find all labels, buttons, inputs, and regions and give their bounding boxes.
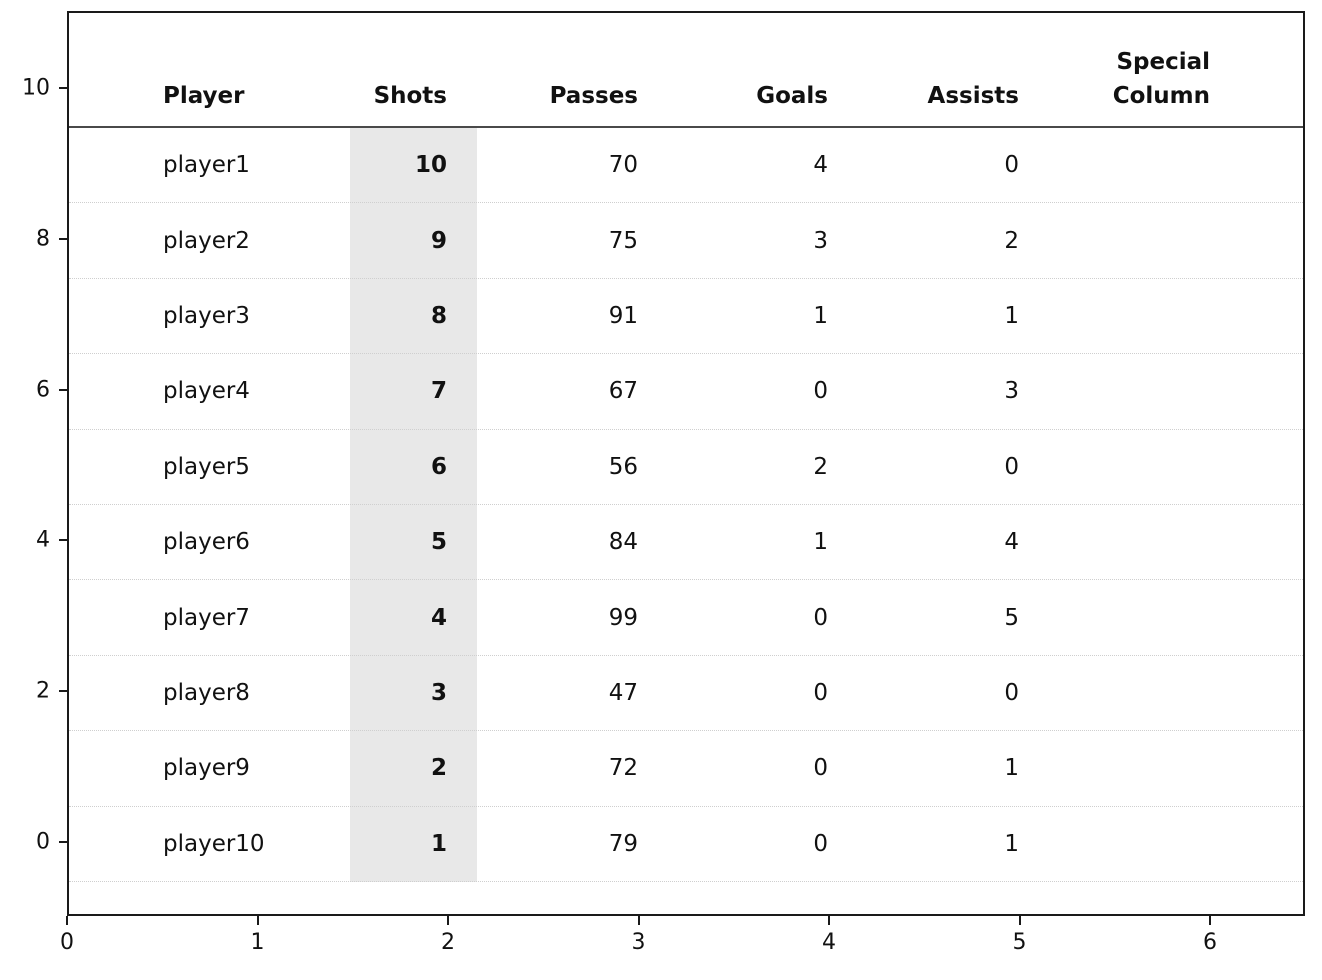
cell-goals: 0 <box>813 830 828 857</box>
cell-player: player1 <box>163 152 250 179</box>
x-tick-label: 1 <box>250 930 265 955</box>
table-row: player4 7 67 0 3 <box>69 354 1303 430</box>
header-goals: Goals <box>756 83 828 109</box>
cell-shots: 3 <box>430 679 447 706</box>
cell-goals: 0 <box>813 679 828 706</box>
cell-passes: 70 <box>608 152 638 179</box>
table-row: player2 9 75 3 2 <box>69 203 1303 279</box>
cell-goals: 1 <box>813 529 828 556</box>
header-special-column: Special Column <box>1110 45 1210 113</box>
table-row: player8 3 47 0 0 <box>69 656 1303 732</box>
cell-passes: 47 <box>608 679 638 706</box>
cell-passes: 79 <box>608 830 638 857</box>
x-tick-mark <box>447 916 449 925</box>
y-tick-mark <box>59 87 67 89</box>
cell-shots: 2 <box>430 755 447 782</box>
table-header-row: Player Shots Passes Goals Assists Specia… <box>69 13 1303 128</box>
table-rows: player1 10 70 4 0 player2 9 75 3 2 playe… <box>69 128 1303 882</box>
cell-assists: 3 <box>1004 378 1019 405</box>
x-tick-label: 5 <box>1012 930 1027 955</box>
cell-goals: 0 <box>813 604 828 631</box>
cell-passes: 75 <box>608 227 638 254</box>
x-tick-mark <box>66 916 68 925</box>
cell-assists: 0 <box>1004 453 1019 480</box>
cell-player: player8 <box>163 679 250 706</box>
cell-goals: 2 <box>813 453 828 480</box>
cell-player: player4 <box>163 378 250 405</box>
cell-shots: 4 <box>430 604 447 631</box>
cell-goals: 0 <box>813 755 828 782</box>
header-passes: Passes <box>549 83 638 109</box>
cell-player: player9 <box>163 755 250 782</box>
y-tick-mark <box>59 841 67 843</box>
table-row: player6 5 84 1 4 <box>69 505 1303 581</box>
cell-assists: 4 <box>1004 529 1019 556</box>
cell-passes: 91 <box>608 302 638 329</box>
cell-player: player7 <box>163 604 250 631</box>
x-tick-label: 6 <box>1203 930 1217 955</box>
table-row: player10 1 79 0 1 <box>69 807 1303 882</box>
cell-assists: 1 <box>1004 830 1019 857</box>
header-assists: Assists <box>927 83 1019 109</box>
cell-shots: 9 <box>430 227 447 254</box>
table-row: player1 10 70 4 0 <box>69 128 1303 204</box>
table-row: player5 6 56 2 0 <box>69 430 1303 505</box>
x-tick-mark <box>1018 916 1021 925</box>
cell-shots: 5 <box>430 529 447 556</box>
y-tick-label: 6 <box>36 377 50 403</box>
cell-passes: 72 <box>608 755 638 782</box>
cell-passes: 56 <box>608 453 638 480</box>
x-tick-label: 2 <box>441 930 455 955</box>
cell-passes: 84 <box>608 529 638 556</box>
cell-assists: 5 <box>1004 604 1019 631</box>
x-tick-mark <box>637 916 640 925</box>
cell-goals: 3 <box>813 227 828 254</box>
header-special-line2: Column <box>1112 83 1210 109</box>
table-row: player3 8 91 1 1 <box>69 279 1303 355</box>
header-player: Player <box>163 83 245 109</box>
cell-passes: 99 <box>608 604 638 631</box>
cell-goals: 0 <box>813 378 828 405</box>
cell-assists: 1 <box>1004 302 1019 329</box>
table-row: player9 2 72 0 1 <box>69 731 1303 807</box>
cell-player: player10 <box>163 830 265 857</box>
cell-player: player2 <box>163 227 250 254</box>
y-tick-mark <box>59 539 67 542</box>
x-tick-label: 4 <box>822 930 836 955</box>
header-special-line1: Special <box>1116 49 1210 75</box>
cell-shots: 8 <box>430 302 447 329</box>
y-tick-mark <box>59 690 67 693</box>
cell-assists: 1 <box>1004 755 1019 782</box>
y-tick-label: 10 <box>22 75 50 101</box>
header-shots: Shots <box>373 83 447 109</box>
y-tick-label: 8 <box>36 226 50 252</box>
y-tick-label: 2 <box>36 678 50 704</box>
cell-shots: 7 <box>430 378 447 405</box>
x-tick-mark <box>256 916 259 925</box>
cell-player: player5 <box>163 453 250 480</box>
cell-shots: 1 <box>430 830 447 857</box>
plot-area: Player Shots Passes Goals Assists Specia… <box>67 11 1305 916</box>
cell-player: player3 <box>163 302 250 329</box>
cell-passes: 67 <box>608 378 638 405</box>
table-row: player7 4 99 0 5 <box>69 580 1303 656</box>
x-tick-mark <box>828 916 830 925</box>
x-tick-label: 0 <box>60 930 74 955</box>
y-tick-mark <box>59 388 67 391</box>
cell-goals: 1 <box>813 302 828 329</box>
y-tick-label: 0 <box>36 829 50 855</box>
cell-player: player6 <box>163 529 250 556</box>
x-tick-label: 3 <box>631 930 646 955</box>
cell-assists: 2 <box>1004 227 1019 254</box>
cell-assists: 0 <box>1004 152 1019 179</box>
y-tick-label: 4 <box>36 527 50 553</box>
cell-shots: 6 <box>430 453 447 480</box>
y-tick-mark <box>59 237 67 240</box>
x-tick-mark <box>1209 916 1211 925</box>
cell-goals: 4 <box>813 152 828 179</box>
cell-shots: 10 <box>414 152 447 179</box>
cell-assists: 0 <box>1004 679 1019 706</box>
